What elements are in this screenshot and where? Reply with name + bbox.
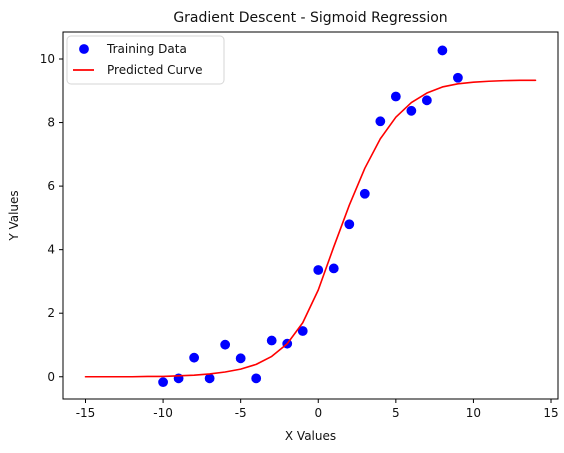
legend: Training Data Predicted Curve [66, 35, 225, 85]
legend-marker-training-data [79, 44, 89, 54]
training-data-point [297, 326, 308, 336]
y-tick-label: 10 [40, 52, 55, 66]
training-data-point [204, 373, 215, 384]
x-tick-label: -15 [76, 406, 96, 420]
training-data-point [220, 339, 231, 350]
training-data-point [189, 352, 200, 363]
training-data-point [266, 335, 277, 346]
x-tick-label: 5 [392, 406, 400, 420]
x-tick-label: 0 [314, 406, 322, 420]
predicted-curve-line [84, 79, 537, 378]
x-tick-label: -10 [153, 406, 173, 420]
legend-box [66, 35, 225, 85]
training-data-point [313, 265, 324, 275]
x-tick-label: 15 [543, 406, 558, 420]
legend-label-training-data: Training Data [106, 42, 187, 56]
training-data-point [437, 45, 448, 56]
y-axis-ticks: 0 2 4 6 8 10 [40, 52, 63, 384]
y-tick-label: 0 [47, 370, 55, 384]
training-data-point [158, 377, 168, 388]
x-axis-ticks: -15 -10 -5 0 5 10 15 [76, 399, 559, 420]
x-tick-label: 10 [466, 406, 481, 420]
training-data-point [328, 263, 339, 274]
training-data-point [375, 116, 386, 127]
training-data-point [390, 91, 401, 102]
chart-title: Gradient Descent - Sigmoid Regression [173, 10, 447, 26]
y-tick-label: 8 [47, 116, 55, 130]
plot-frame [62, 31, 559, 400]
training-data-point [359, 188, 370, 199]
training-data-point [344, 219, 355, 230]
training-data-point [251, 373, 262, 384]
legend-label-predicted-curve: Predicted Curve [107, 63, 203, 77]
x-tick-label: -5 [235, 406, 247, 420]
x-axis-label: X Values [285, 429, 336, 443]
plot-series [84, 45, 537, 388]
y-tick-label: 2 [47, 306, 55, 320]
y-tick-label: 6 [47, 179, 55, 193]
training-data-point [406, 105, 417, 116]
training-data-point [453, 72, 463, 83]
y-tick-label: 4 [47, 243, 55, 257]
training-data-point [421, 95, 432, 106]
training-data-point [235, 353, 246, 364]
y-axis-label: Y Values [7, 190, 21, 241]
